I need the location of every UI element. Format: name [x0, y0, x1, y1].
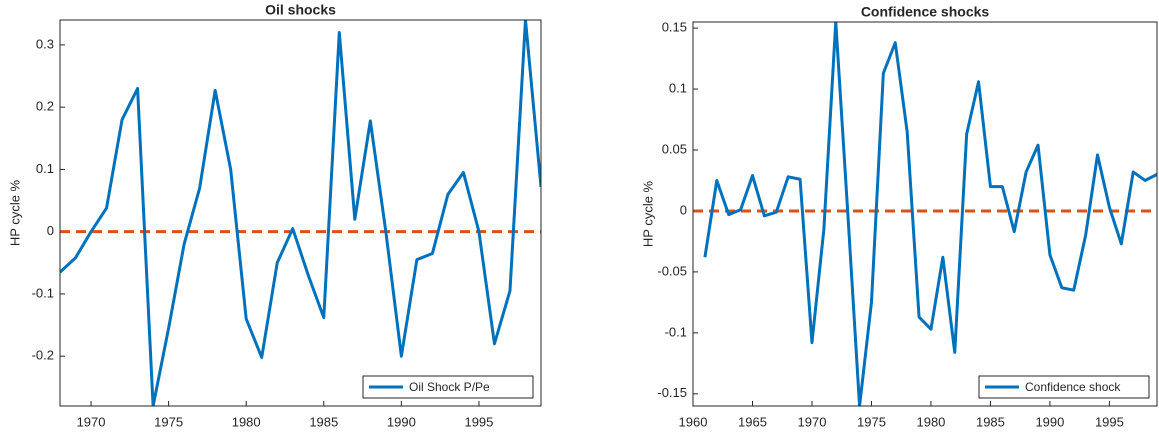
y-tick-label: -0.05 [657, 263, 687, 278]
x-tick-label: 1985 [976, 414, 1005, 429]
x-tick-label: 1980 [916, 414, 945, 429]
y-tick-label: -0.1 [32, 285, 54, 300]
chart-title: Oil shocks [265, 2, 336, 18]
legend-box [978, 375, 1150, 399]
y-tick-label: 0 [680, 202, 687, 217]
x-tick-label: 1980 [232, 414, 261, 429]
y-tick-label: -0.2 [32, 348, 54, 363]
y-tick-label: -0.1 [665, 324, 687, 339]
legend-label: Confidence shock [1025, 380, 1121, 394]
x-tick-label: 1960 [679, 414, 708, 429]
axes-box [692, 21, 1158, 407]
x-tick-label: 1975 [857, 414, 886, 429]
x-tick-label: 1990 [1035, 414, 1064, 429]
legend-box [362, 375, 534, 399]
y-tick-label: 0.3 [36, 36, 54, 51]
axes: Confidence shocks HP cycle % -0.15 -0.1 -0.0… [640, 4, 1158, 429]
x-tick-label: 1985 [309, 414, 338, 429]
y-tick-label: -0.15 [657, 385, 687, 400]
y-tick-label: 0.1 [669, 80, 687, 95]
y-tick-label: 0.15 [662, 20, 687, 35]
y-axis-label: HP cycle % [640, 180, 655, 247]
y-tick-label: 0.2 [36, 99, 54, 114]
chart-title: Confidence shocks [861, 4, 990, 20]
x-tick-label: 1990 [387, 414, 416, 429]
axes: Oil shocks HP cycle % -0.2 -0.1 0 0.1 0.2 0.3 19… [7, 2, 542, 429]
y-tick-label: 0.05 [662, 141, 687, 156]
plot-area [60, 20, 541, 406]
x-tick-label: 1970 [77, 414, 106, 429]
x-tick-label: 1970 [798, 414, 827, 429]
y-tick-label: 0 [47, 223, 54, 238]
data-line [703, 22, 1157, 406]
axes-box [59, 19, 542, 407]
y-tick-label: 0.1 [36, 161, 54, 176]
legend-label: Oil Shock P/Pe [409, 380, 490, 394]
x-tick-label: 1995 [1095, 414, 1124, 429]
x-tick-label: 1975 [154, 414, 183, 429]
y-axis-label: HP cycle % [7, 179, 22, 246]
data-line [60, 20, 541, 406]
x-tick-label: 1995 [464, 414, 493, 429]
x-tick-label: 1965 [738, 414, 767, 429]
